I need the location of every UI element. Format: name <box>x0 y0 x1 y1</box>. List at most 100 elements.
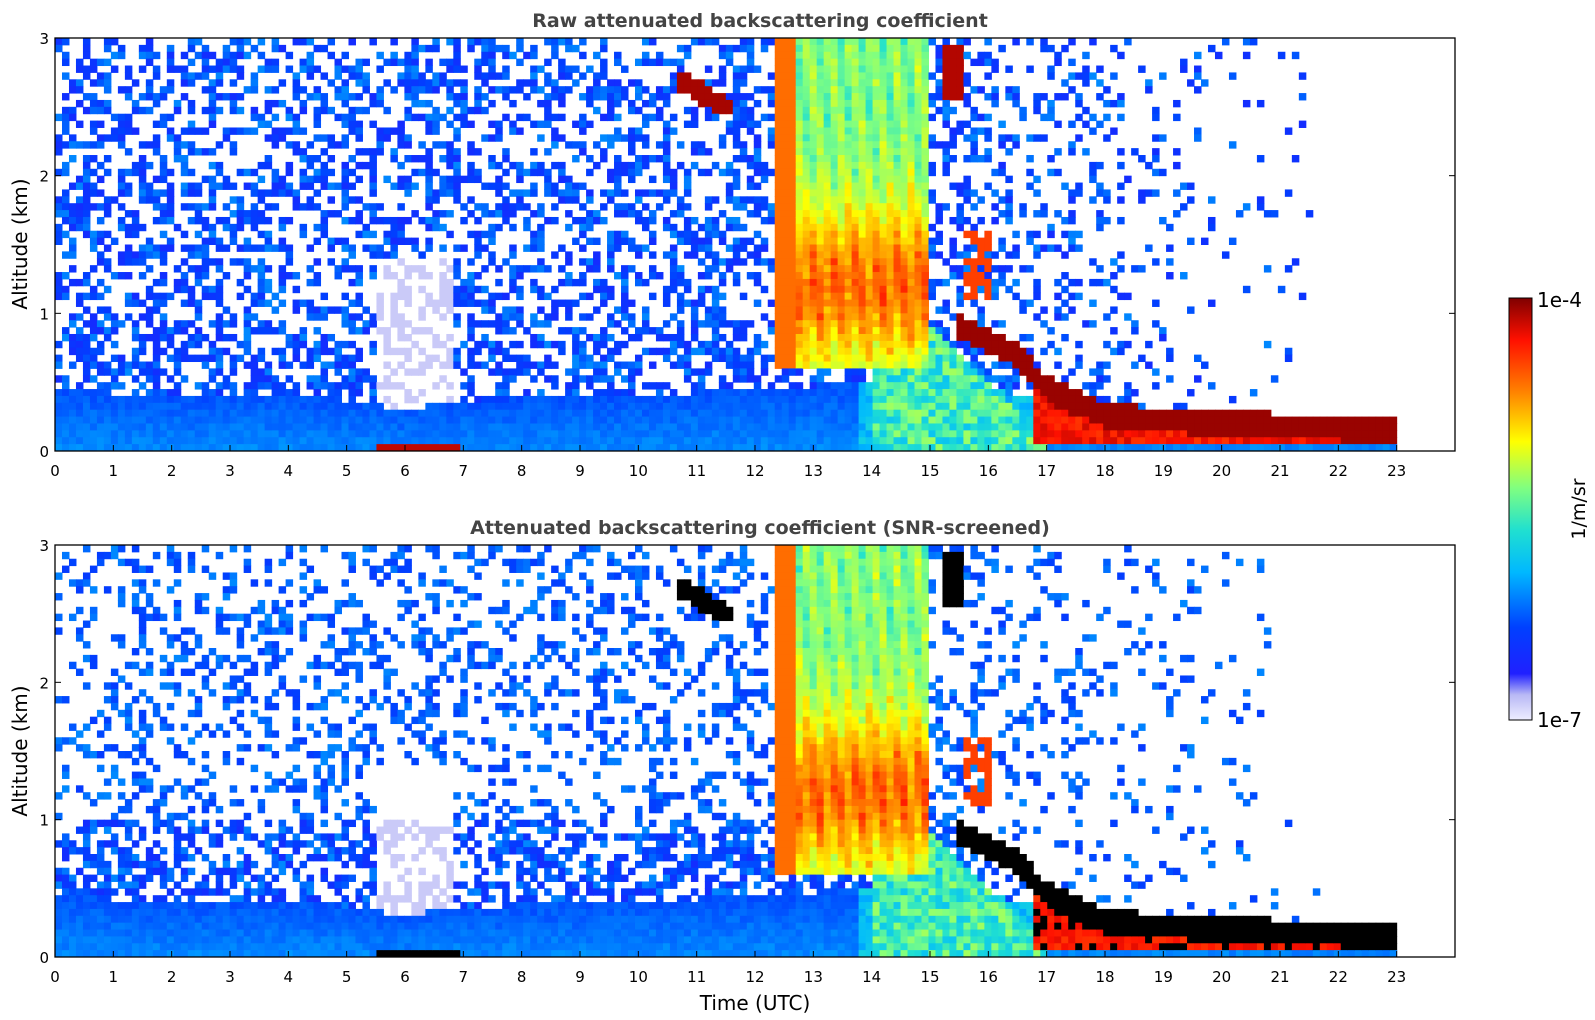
heatmap-cell <box>732 409 741 418</box>
heatmap-cell <box>55 203 63 211</box>
heatmap-cell <box>942 402 950 411</box>
heatmap-cell <box>865 65 874 73</box>
heatmap-cell <box>516 86 524 94</box>
heatmap-cell <box>565 175 573 184</box>
heatmap-cell <box>131 347 140 356</box>
heatmap-cell <box>739 223 748 232</box>
heatmap-cell <box>208 113 217 122</box>
heatmap-cell <box>82 416 91 424</box>
heatmap-cell <box>753 148 762 156</box>
heatmap-cell <box>82 196 91 204</box>
heatmap-cell <box>746 395 755 404</box>
heatmap-cell <box>75 333 84 342</box>
heatmap-cell <box>851 340 860 349</box>
heatmap-cell <box>753 340 762 349</box>
heatmap-cell <box>872 175 881 184</box>
heatmap-cell <box>243 409 252 418</box>
heatmap-cell <box>977 437 985 445</box>
heatmap-cell <box>166 333 175 342</box>
heatmap-cell <box>383 409 391 418</box>
heatmap-cell <box>320 99 329 108</box>
heatmap-cell <box>467 44 475 53</box>
heatmap-cell <box>243 395 252 404</box>
heatmap-cell <box>872 155 881 163</box>
heatmap-cell <box>544 216 552 225</box>
heatmap-cell <box>641 134 650 142</box>
heatmap-cell <box>767 389 776 397</box>
heatmap-cell <box>607 113 615 122</box>
heatmap-cell <box>180 278 189 287</box>
heatmap-cell <box>858 278 867 287</box>
heatmap-cell <box>586 423 594 431</box>
heatmap-cell <box>390 230 398 239</box>
heatmap-cell <box>893 79 902 87</box>
heatmap-cell <box>893 382 902 390</box>
heatmap-cell <box>718 306 727 314</box>
heatmap-cell <box>201 251 210 259</box>
heatmap-cell <box>907 382 916 390</box>
heatmap-cell <box>215 299 224 307</box>
heatmap-cell <box>439 423 447 431</box>
heatmap-cell <box>285 437 294 445</box>
heatmap-cell <box>565 38 573 46</box>
heatmap-cell <box>767 216 776 225</box>
heatmap-cell <box>984 333 992 342</box>
heatmap-cell <box>921 134 929 142</box>
heatmap-cell <box>837 292 846 301</box>
heatmap-cell <box>837 389 846 397</box>
heatmap-cell <box>921 272 929 280</box>
heatmap-cell <box>809 327 818 335</box>
heatmap-cell <box>502 203 510 211</box>
heatmap-cell <box>893 196 902 204</box>
heatmap-cell <box>278 127 287 135</box>
heatmap-cell <box>523 354 531 363</box>
heatmap-cell <box>313 340 322 349</box>
heatmap-cell <box>194 127 203 135</box>
heatmap-cell <box>453 423 461 431</box>
heatmap-cell <box>830 340 839 349</box>
heatmap-cell <box>907 106 916 115</box>
heatmap-cell <box>851 79 860 87</box>
heatmap-cell <box>830 141 839 149</box>
heatmap-cell <box>746 430 755 438</box>
heatmap-cell <box>607 292 615 301</box>
heatmap-cell <box>662 285 671 294</box>
heatmap-cell <box>348 278 356 287</box>
heatmap-cell <box>802 127 811 135</box>
heatmap-cell <box>900 223 909 232</box>
heatmap-cell <box>145 141 154 149</box>
heatmap-cell <box>537 161 545 170</box>
heatmap-cell <box>509 161 517 170</box>
heatmap-cell <box>299 38 308 46</box>
heatmap-cell <box>935 58 943 67</box>
heatmap-cell <box>844 65 853 73</box>
heatmap-cell <box>327 361 336 369</box>
heatmap-cell <box>509 120 517 128</box>
heatmap-cell <box>173 389 182 397</box>
heatmap-cell <box>746 58 755 67</box>
heatmap-cell <box>921 375 929 383</box>
heatmap-cell <box>641 58 650 67</box>
heatmap-cell <box>55 409 63 418</box>
heatmap-cell <box>865 416 874 424</box>
heatmap-cell <box>991 285 999 294</box>
heatmap-cell <box>530 285 538 294</box>
heatmap-cell <box>816 44 825 53</box>
heatmap-cell <box>586 99 594 108</box>
heatmap-cell <box>739 72 748 80</box>
heatmap-cell <box>844 382 853 390</box>
heatmap-cell <box>222 320 231 328</box>
heatmap-cell <box>760 44 769 53</box>
heatmap-cell <box>215 182 224 190</box>
heatmap-cell <box>823 38 832 46</box>
heatmap-cell <box>68 223 77 232</box>
heatmap-cell <box>718 313 727 321</box>
heatmap-cell <box>949 347 957 356</box>
heatmap-cell <box>369 251 377 259</box>
heatmap-cell <box>271 437 280 445</box>
heatmap-cell <box>697 258 706 266</box>
heatmap-cell <box>425 58 433 67</box>
heatmap-cell <box>82 375 91 383</box>
heatmap-cell <box>411 340 419 349</box>
heatmap-cell <box>718 72 727 80</box>
